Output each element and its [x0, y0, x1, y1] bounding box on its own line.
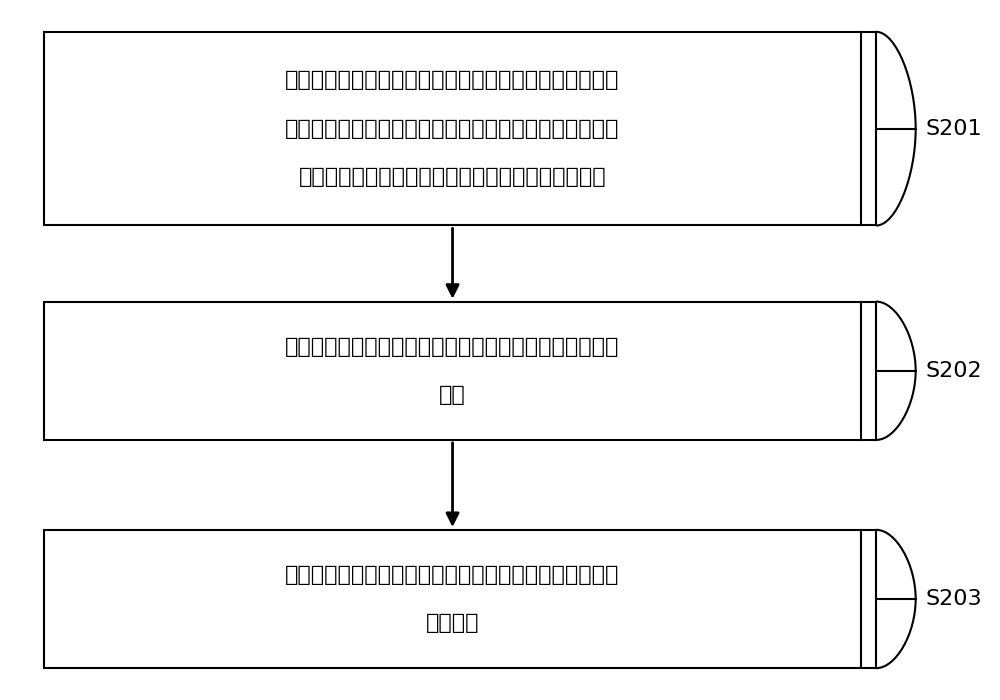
Bar: [44, 302, 861, 440]
Text: 高程数据: 高程数据: [426, 613, 479, 634]
Text: S203: S203: [926, 589, 982, 609]
Bar: [44, 32, 861, 225]
Text: 信息，结合横断面中各测量点沿该道路幅宽方向的位置信: 信息，结合横断面中各测量点沿该道路幅宽方向的位置信: [285, 119, 620, 139]
Text: 利用平整度计算需要的纵向轮廓沿该道路幅宽方向的位置: 利用平整度计算需要的纵向轮廓沿该道路幅宽方向的位置: [285, 70, 620, 90]
Text: 息，确定平整度计算需要的各横断面中的对应测量点: 息，确定平整度计算需要的各横断面中的对应测量点: [299, 167, 606, 187]
Text: S202: S202: [926, 360, 982, 381]
Bar: [44, 530, 861, 668]
Text: 集合: 集合: [439, 385, 466, 405]
Text: 将各横断面中的对应测量点的第二高程数据组成高程数据: 将各横断面中的对应测量点的第二高程数据组成高程数据: [285, 337, 620, 356]
Text: S201: S201: [926, 119, 982, 139]
Text: 将高程数据集合中的第二高程数据作为同一纵断面的第二: 将高程数据集合中的第二高程数据作为同一纵断面的第二: [285, 565, 620, 584]
